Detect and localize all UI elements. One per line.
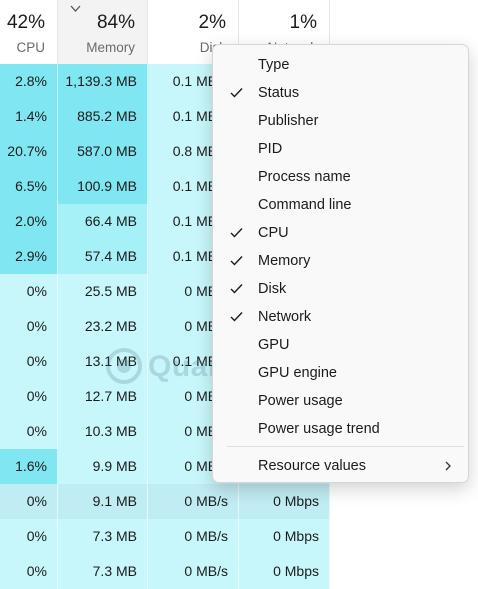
cell-memory: 13.1 MB [58,344,148,379]
menu-item-label: Type [258,57,290,73]
menu-item-label: Status [258,85,300,101]
menu-item-label: Power usage trend [258,421,380,437]
menu-item-disk[interactable]: Disk [217,275,464,303]
cell-cpu: 0% [0,414,58,449]
cell-memory: 57.4 MB [58,239,148,274]
network-total-percent: 1% [289,12,317,33]
menu-item-network[interactable]: Network [217,303,464,331]
cell-cpu: 0% [0,309,58,344]
menu-item-process-name[interactable]: Process name [217,163,464,191]
menu-item-gpu[interactable]: GPU [217,331,464,359]
cell-memory: 100.9 MB [58,169,148,204]
menu-item-gpu-engine[interactable]: GPU engine [217,359,464,387]
menu-item-label: Network [258,309,312,325]
column-context-menu: Type Status Publisher PID Process name Comman… [212,44,469,483]
menu-item-pid[interactable]: PID [217,135,464,163]
cell-memory: 885.2 MB [58,99,148,134]
menu-item-resource-values[interactable]: Resource values [217,452,464,480]
column-header-cpu[interactable]: 42% CPU [0,0,58,64]
menu-item-label: GPU [258,337,290,353]
menu-item-cpu[interactable]: CPU [217,219,464,247]
cell-memory: 23.2 MB [58,309,148,344]
cell-disk: 0 MB/s [148,554,239,589]
cell-memory: 7.3 MB [58,554,148,589]
menu-item-label: Memory [258,253,311,269]
menu-item-label: Publisher [258,113,319,129]
cell-disk: 0 MB/s [148,519,239,554]
cell-memory: 10.3 MB [58,414,148,449]
column-header-memory[interactable]: 84% Memory [58,0,148,64]
cell-network: 0 Mbps [239,554,330,589]
cpu-total-percent: 42% [6,12,45,33]
menu-item-label: Disk [258,281,287,297]
cell-memory: 7.3 MB [58,519,148,554]
cell-network: 0 Mbps [239,484,330,519]
cell-memory: 66.4 MB [58,204,148,239]
menu-item-command-line[interactable]: Command line [217,191,464,219]
checkmark-icon [230,219,244,247]
column-header-disk[interactable]: 2% Disk [148,0,239,64]
menu-item-memory[interactable]: Memory [217,247,464,275]
menu-item-label: GPU engine [258,365,337,381]
checkmark-icon [230,275,244,303]
menu-item-label: Command line [258,197,352,213]
cell-cpu: 20.7% [0,134,58,169]
cpu-column-label: CPU [16,40,45,55]
cell-cpu: 1.6% [0,449,58,484]
memory-column-label: Memory [86,40,135,55]
cell-memory: 1,139.3 MB [58,64,148,99]
checkmark-icon [230,247,244,275]
cell-cpu: 6.5% [0,169,58,204]
menu-item-power-usage-trend[interactable]: Power usage trend [217,415,464,443]
menu-item-publisher[interactable]: Publisher [217,107,464,135]
cell-cpu: 0% [0,484,58,519]
menu-item-label: PID [258,141,283,157]
chevron-down-icon [70,4,81,16]
menu-separator [227,446,464,447]
menu-item-label: Resource values [258,458,366,474]
menu-item-power-usage[interactable]: Power usage [217,387,464,415]
cell-cpu: 2.0% [0,204,58,239]
cell-network: 0 Mbps [239,519,330,554]
checkmark-icon [230,303,244,331]
cell-cpu: 1.4% [0,99,58,134]
cell-cpu: 0% [0,344,58,379]
menu-item-label: CPU [258,225,289,241]
cell-memory: 9.1 MB [58,484,148,519]
cell-memory: 587.0 MB [58,134,148,169]
menu-item-label: Power usage [258,393,343,409]
menu-item-type[interactable]: Type [217,51,464,79]
cell-memory: 9.9 MB [58,449,148,484]
disk-total-percent: 2% [198,12,226,33]
cell-cpu: 0% [0,274,58,309]
checkmark-icon [230,79,244,107]
menu-item-status[interactable]: Status [217,79,464,107]
chevron-right-icon [444,452,452,490]
cell-cpu: 0% [0,379,58,414]
memory-total-percent: 84% [96,12,135,33]
menu-item-label: Process name [258,169,351,185]
cell-disk: 0 MB/s [148,484,239,519]
cell-memory: 25.5 MB [58,274,148,309]
cell-cpu: 0% [0,554,58,589]
cell-cpu: 2.9% [0,239,58,274]
cell-cpu: 0% [0,519,58,554]
cell-memory: 12.7 MB [58,379,148,414]
cell-cpu: 2.8% [0,64,58,99]
